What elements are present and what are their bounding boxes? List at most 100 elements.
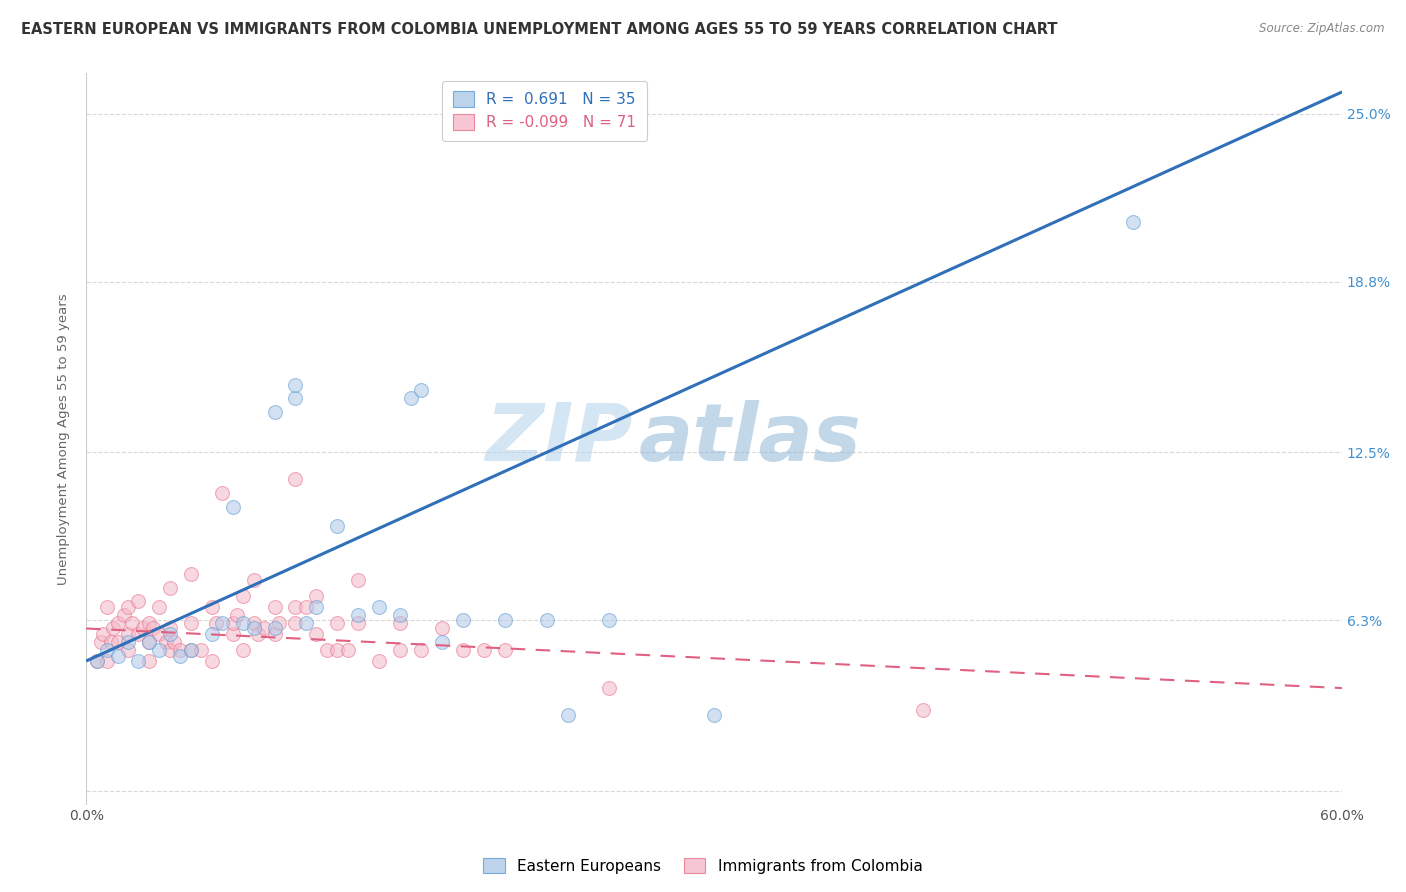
Point [148, 599, 170, 614]
Point [472, 643, 495, 657]
Point [305, 589, 328, 603]
Point [103, 622, 125, 636]
Point [117, 599, 139, 614]
Point [494, 613, 516, 627]
Point [315, 643, 337, 657]
Point [159, 643, 181, 657]
Point [389, 643, 412, 657]
Point [142, 622, 165, 636]
Point [117, 627, 139, 641]
Text: EASTERN EUROPEAN VS IMMIGRANTS FROM COLOMBIA UNEMPLOYMENT AMONG AGES 55 TO 59 YE: EASTERN EUROPEAN VS IMMIGRANTS FROM COLO… [21, 22, 1057, 37]
Point [326, 643, 349, 657]
Point [232, 616, 254, 631]
Point [389, 607, 412, 622]
Point [155, 635, 177, 649]
Point [263, 622, 285, 636]
Point [180, 567, 202, 582]
Point [91, 627, 114, 641]
Point [159, 627, 181, 641]
Point [399, 391, 422, 405]
Point [225, 607, 247, 622]
Point [201, 627, 224, 641]
Point [326, 616, 349, 631]
Point [242, 573, 264, 587]
Point [326, 518, 349, 533]
Point [263, 599, 285, 614]
Point [430, 622, 453, 636]
Point [138, 654, 160, 668]
Point [242, 616, 264, 631]
Point [263, 405, 285, 419]
Point [201, 654, 224, 668]
Point [148, 643, 170, 657]
Point [96, 643, 118, 657]
Y-axis label: Unemployment Among Ages 55 to 59 years: Unemployment Among Ages 55 to 59 years [58, 293, 70, 584]
Point [557, 708, 579, 723]
Point [368, 599, 391, 614]
Point [127, 627, 149, 641]
Point [430, 635, 453, 649]
Point [117, 643, 139, 657]
Point [131, 622, 153, 636]
Point [263, 627, 285, 641]
Text: ZIP: ZIP [485, 400, 633, 478]
Point [205, 616, 228, 631]
Point [190, 643, 212, 657]
Point [409, 383, 432, 397]
Point [347, 616, 370, 631]
Point [232, 589, 254, 603]
Point [180, 616, 202, 631]
Point [305, 627, 328, 641]
Point [86, 654, 108, 668]
Legend: Eastern Europeans, Immigrants from Colombia: Eastern Europeans, Immigrants from Colom… [478, 852, 928, 880]
Point [169, 643, 191, 657]
Point [284, 391, 307, 405]
Point [107, 648, 129, 663]
Point [242, 622, 264, 636]
Text: Source: ZipAtlas.com: Source: ZipAtlas.com [1260, 22, 1385, 36]
Point [148, 627, 170, 641]
Point [494, 643, 516, 657]
Point [598, 681, 620, 695]
Point [138, 635, 160, 649]
Point [112, 607, 135, 622]
Point [90, 635, 112, 649]
Point [221, 616, 243, 631]
Legend: R =  0.691   N = 35, R = -0.099   N = 71: R = 0.691 N = 35, R = -0.099 N = 71 [441, 80, 647, 141]
Point [169, 648, 191, 663]
Point [295, 599, 318, 614]
Point [127, 654, 149, 668]
Point [159, 622, 181, 636]
Point [451, 643, 474, 657]
Point [703, 708, 725, 723]
Point [86, 654, 108, 668]
Point [1122, 215, 1144, 229]
Point [347, 573, 370, 587]
Point [451, 613, 474, 627]
Point [138, 635, 160, 649]
Point [100, 635, 122, 649]
Point [127, 594, 149, 608]
Point [211, 486, 233, 500]
Point [284, 599, 307, 614]
Point [912, 703, 935, 717]
Point [267, 616, 290, 631]
Point [138, 616, 160, 631]
Point [232, 643, 254, 657]
Point [107, 635, 129, 649]
Point [409, 643, 432, 657]
Point [163, 635, 186, 649]
Point [211, 616, 233, 631]
Point [221, 627, 243, 641]
Point [121, 616, 143, 631]
Point [336, 643, 359, 657]
Point [284, 472, 307, 486]
Point [347, 607, 370, 622]
Point [284, 377, 307, 392]
Point [598, 613, 620, 627]
Point [284, 616, 307, 631]
Point [221, 500, 243, 514]
Point [389, 616, 412, 631]
Point [107, 616, 129, 631]
Point [536, 613, 558, 627]
